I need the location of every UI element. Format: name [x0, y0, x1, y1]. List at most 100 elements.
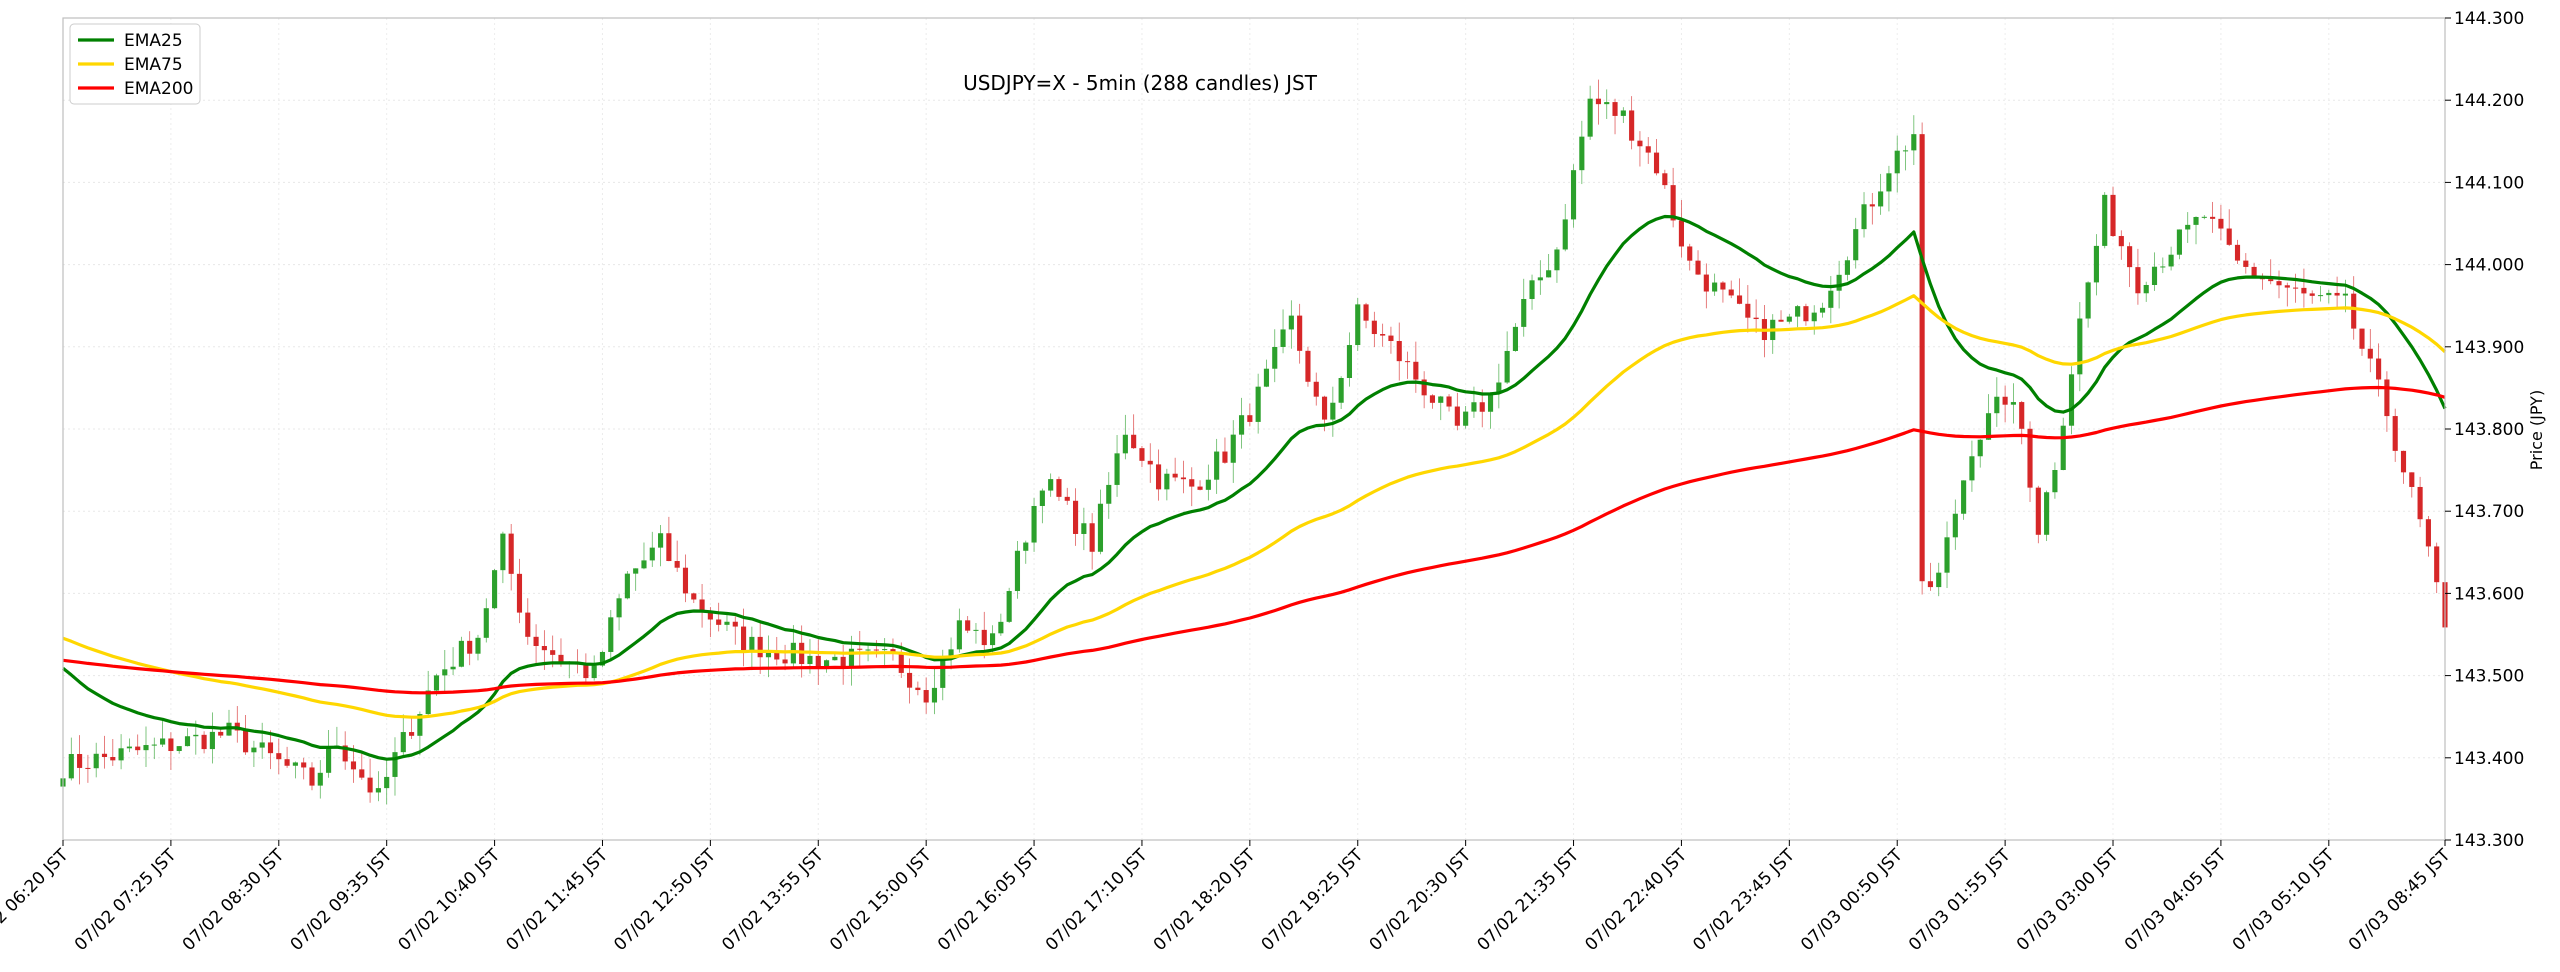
candle-body — [309, 767, 315, 786]
candle-body — [492, 570, 498, 609]
candle-body — [931, 687, 938, 703]
candle-body — [633, 568, 639, 574]
candle-body — [1081, 523, 1087, 534]
candle-body — [2035, 487, 2041, 535]
candle-body — [433, 675, 440, 691]
y-tick-label: 144.000 — [2454, 256, 2524, 276]
candle-body — [1330, 402, 1336, 420]
candle-body — [2417, 486, 2423, 520]
candle-body — [840, 656, 846, 669]
candle-body — [1853, 229, 1859, 261]
candle-body — [1811, 312, 1817, 322]
candle-body — [1214, 451, 1220, 480]
candle-body — [1570, 170, 1577, 220]
candle-body — [2060, 425, 2066, 471]
candle-body — [1263, 368, 1270, 387]
candle-body — [608, 617, 614, 652]
candle-body — [649, 547, 655, 561]
candle-body — [284, 759, 290, 766]
candle-body — [500, 533, 506, 571]
candle-body — [1546, 270, 1552, 278]
candle-body — [1454, 406, 1460, 426]
candle-body — [1297, 315, 1303, 351]
candle-body — [2384, 379, 2390, 417]
candle-body — [1023, 542, 1029, 551]
candle-body — [1371, 320, 1377, 335]
candle-body — [2243, 260, 2249, 267]
candle-body — [1919, 134, 1925, 582]
candle-body — [400, 732, 406, 753]
candle-body — [1280, 329, 1286, 347]
candle-body — [1438, 396, 1444, 403]
candle-body — [267, 742, 274, 754]
candle-body — [1803, 306, 1809, 322]
candle-body — [674, 561, 680, 568]
candle-body — [2367, 348, 2373, 359]
candle-body — [1753, 317, 1759, 320]
candle-body — [1670, 185, 1676, 221]
candle-body — [882, 649, 888, 651]
candle-body — [1645, 146, 1651, 153]
candle-body — [1106, 484, 1112, 504]
candle-body — [765, 651, 772, 658]
candle-body — [1197, 486, 1203, 490]
candle-body — [1247, 415, 1253, 422]
candle-body — [1131, 434, 1137, 449]
candle-body — [2110, 194, 2116, 237]
candle-body — [2027, 428, 2033, 488]
candle-body — [1504, 350, 1510, 383]
candle-body — [1039, 490, 1045, 506]
candle-body — [1363, 304, 1369, 321]
y-tick-label: 144.300 — [2454, 9, 2524, 29]
candle-body — [641, 560, 647, 569]
candle-body — [541, 646, 547, 651]
candle-body — [691, 593, 697, 600]
candle-body — [2019, 402, 2025, 429]
candle-body — [981, 629, 987, 646]
candle-body — [1886, 173, 1892, 192]
candle-body — [923, 690, 929, 703]
candle-body — [1952, 513, 1958, 538]
candle-body — [2334, 292, 2340, 296]
candle-body — [591, 665, 597, 679]
candle-body — [2293, 287, 2299, 289]
candle-body — [2010, 402, 2016, 405]
candle-body — [616, 598, 622, 618]
candle-body — [807, 655, 813, 665]
candle-body — [2077, 318, 2083, 375]
candle-body — [1122, 434, 1128, 454]
candle-body — [193, 734, 199, 737]
candle-body — [989, 633, 996, 646]
candle-body — [1844, 260, 1850, 275]
candle-body — [93, 753, 99, 769]
candle-body — [1155, 464, 1162, 490]
candle-body — [1089, 523, 1095, 552]
candle-body — [218, 731, 224, 736]
candle-body — [890, 649, 896, 653]
candle-body — [2268, 279, 2274, 282]
candle-body — [865, 649, 871, 651]
candle-body — [699, 599, 705, 613]
candle-body — [243, 730, 249, 753]
candle-body — [1969, 456, 1975, 481]
candle-body — [1313, 381, 1319, 397]
candle-body — [1819, 307, 1826, 313]
candle-body — [1147, 460, 1153, 465]
candle-body — [2434, 546, 2440, 583]
candle-body — [118, 748, 124, 761]
candle-body — [1048, 479, 1054, 491]
ema-line-ema25 — [62, 214, 2447, 761]
candle-body — [1114, 453, 1120, 485]
candle-body — [1346, 345, 1353, 379]
candle-body — [1205, 479, 1211, 490]
candle-body — [2160, 266, 2166, 268]
candle-body — [1479, 402, 1485, 412]
candle-body — [1745, 303, 1751, 318]
candle-body — [2317, 295, 2324, 297]
candle-body — [1496, 382, 1502, 393]
candle-body — [1404, 361, 1411, 363]
candle-body — [442, 669, 448, 676]
y-tick-label: 144.100 — [2454, 173, 2524, 193]
candle-body — [1678, 220, 1684, 247]
